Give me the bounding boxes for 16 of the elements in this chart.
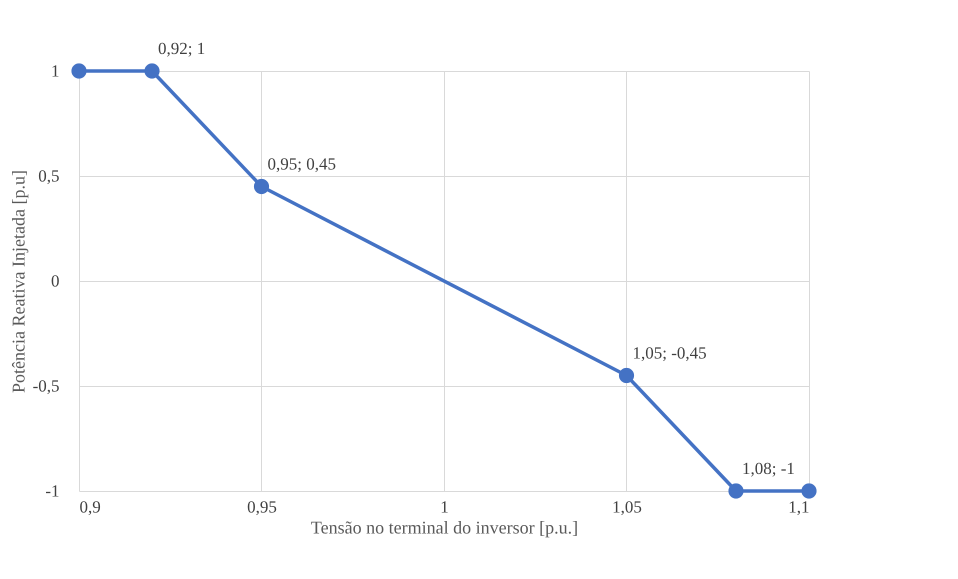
x-tick-label: 1	[440, 498, 449, 516]
annotation: 0,95; 0,45	[268, 154, 336, 174]
y-tick-label: -0,5	[32, 376, 60, 396]
annotation: 1,05; -0,45	[632, 344, 707, 362]
y-tick-label: -1	[45, 482, 60, 500]
x-tick-label: 0,9	[80, 498, 101, 516]
x-tick-label: 1,05	[612, 498, 642, 516]
annotation: 0,92; 1	[158, 39, 206, 58]
y-tick-label: 0,5	[38, 166, 60, 186]
y-tick-label: 0	[51, 272, 60, 290]
x-axis-title: Tensão no terminal do inversor [p.u.]	[310, 518, 578, 538]
x-tick-label: 0,95	[247, 498, 277, 516]
annotation: 1,08; -1	[742, 459, 795, 478]
y-axis-title: Potência Reativa Injetada [p.u]	[8, 170, 29, 393]
y-tick-label: 1	[51, 62, 60, 80]
x-tick-label: 1,1	[788, 498, 810, 516]
